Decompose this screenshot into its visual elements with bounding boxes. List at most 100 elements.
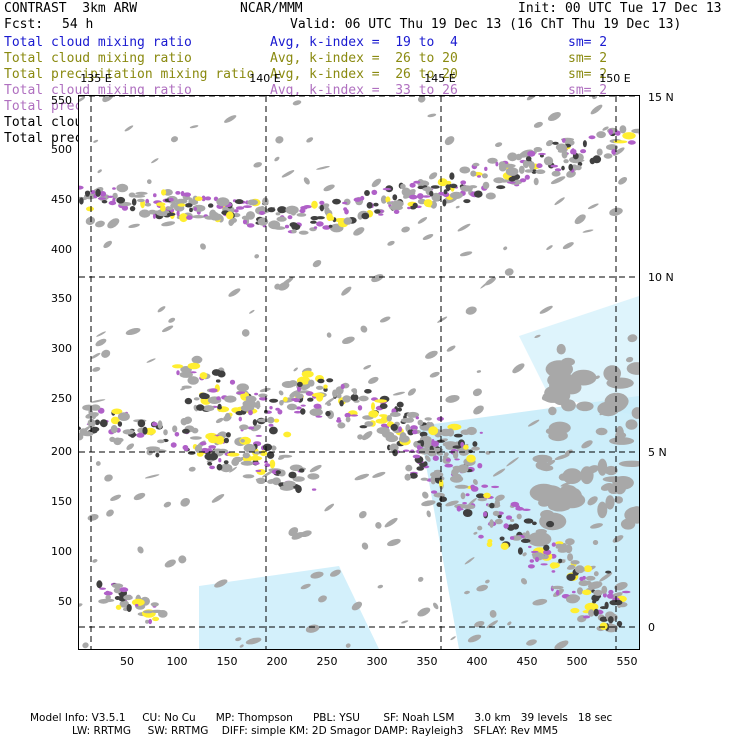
gray-cloud [417, 217, 428, 224]
dark-cloud [307, 397, 314, 402]
gray-cloud [417, 607, 431, 617]
gray-cloud [106, 509, 114, 517]
gray-cloud [104, 474, 113, 482]
lightblue-region [199, 566, 379, 649]
gray-cloud [504, 268, 514, 276]
purple-cloud [193, 207, 197, 211]
gray-cloud [241, 215, 250, 220]
purple-cloud [275, 407, 280, 411]
gray-cloud [612, 535, 624, 543]
gray-cloud [430, 471, 444, 478]
yellow-cloud [613, 140, 628, 144]
gray-cloud [596, 131, 606, 139]
purple-cloud [538, 152, 546, 156]
dark-cloud [90, 426, 100, 432]
purple-cloud [444, 463, 454, 468]
dark-cloud [396, 401, 404, 408]
gray-cloud [553, 392, 569, 406]
purple-cloud [398, 426, 402, 433]
gray-cloud [592, 539, 599, 546]
gray-cloud [472, 162, 480, 167]
gray-cloud [581, 440, 593, 449]
gray-cloud [187, 376, 199, 385]
gray-cloud [146, 179, 152, 184]
gray-cloud [529, 161, 535, 171]
dark-cloud [189, 207, 193, 213]
gray-cloud [590, 523, 603, 529]
gray-cloud [587, 496, 598, 506]
purple-cloud [524, 174, 530, 180]
purple-cloud [108, 200, 117, 206]
purple-cloud [416, 445, 422, 450]
gray-cloud [558, 473, 569, 481]
dark-cloud [79, 426, 81, 431]
gray-cloud [249, 309, 255, 314]
purple-cloud [238, 416, 242, 422]
gray-cloud [135, 191, 148, 195]
gray-cloud [450, 475, 464, 483]
purple-cloud [322, 225, 331, 230]
gray-cloud [510, 519, 515, 522]
gray-cloud [426, 510, 431, 518]
yellow-cloud [273, 418, 280, 423]
gray-cloud [499, 164, 507, 172]
purple-cloud [371, 189, 378, 195]
purple-cloud [168, 197, 174, 202]
purple-cloud [97, 197, 106, 200]
yellow-cloud [215, 435, 225, 445]
gray-cloud [224, 412, 231, 421]
purple-cloud [208, 388, 218, 393]
purple-cloud [505, 515, 513, 520]
gray-cloud [428, 172, 438, 180]
purple-cloud [579, 576, 584, 581]
gray-cloud [262, 469, 275, 478]
dark-cloud [101, 200, 108, 204]
gray-cloud [103, 240, 113, 249]
gray-cloud [526, 96, 538, 101]
dark-cloud [561, 165, 565, 171]
dark-cloud [266, 451, 275, 459]
purple-cloud [580, 149, 587, 154]
gray-cloud [570, 369, 597, 386]
purple-cloud [134, 603, 139, 607]
purple-cloud [344, 208, 349, 215]
gray-cloud [422, 491, 429, 499]
gray-cloud [119, 600, 130, 608]
y-tick-label: 50 [58, 595, 72, 608]
gray-cloud [330, 569, 341, 577]
dark-cloud [419, 462, 427, 467]
gray-cloud [566, 595, 579, 604]
gray-cloud [124, 125, 134, 132]
purple-cloud [243, 205, 252, 208]
gray-cloud [200, 243, 206, 250]
gray-cloud [531, 534, 543, 542]
gray-cloud [417, 179, 424, 187]
yellow-cloud [227, 452, 240, 457]
gray-cloud [162, 325, 174, 333]
gray-cloud [278, 454, 293, 458]
dark-cloud [297, 381, 303, 387]
dark-cloud [446, 184, 451, 192]
gray-cloud [194, 444, 203, 453]
gray-cloud [150, 609, 164, 614]
x-tick-label: 200 [267, 655, 288, 668]
gray-cloud [298, 230, 309, 235]
purple-cloud [536, 163, 543, 169]
dark-cloud [114, 596, 121, 600]
gray-cloud [603, 365, 621, 382]
purple-cloud [582, 615, 591, 619]
gray-cloud [216, 197, 230, 207]
purple-cloud [382, 187, 392, 191]
gray-cloud [439, 428, 453, 437]
dark-cloud [252, 419, 258, 426]
gray-cloud [139, 209, 151, 218]
gray-cloud [278, 390, 284, 396]
y-tick-label: 250 [51, 392, 72, 405]
gray-cloud [460, 429, 472, 436]
gray-cloud [274, 156, 280, 162]
purple-cloud [204, 196, 212, 201]
latitude-label: 10 N [648, 271, 674, 284]
purple-cloud [246, 223, 255, 228]
yellow-cloud [371, 402, 375, 411]
dark-cloud [532, 521, 537, 526]
